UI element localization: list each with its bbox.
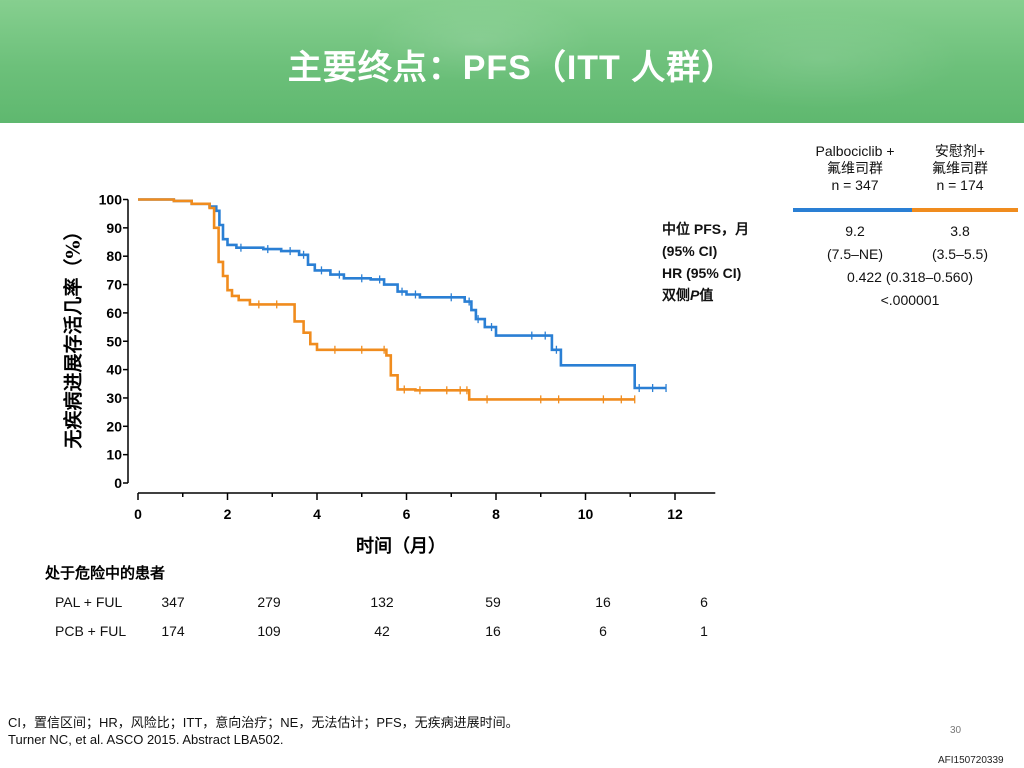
y-tick-label: 40	[106, 362, 122, 378]
risk-table-title: 处于危险中的患者	[45, 564, 166, 582]
y-tick-label: 10	[106, 447, 122, 463]
legend-arm2-line2: 氟维司群	[932, 160, 988, 176]
risk-cell: 16	[485, 623, 501, 639]
km-series-1	[138, 198, 667, 393]
footnote-abbreviations: CI，置信区间；HR，风险比；ITT，意向治疗；NE，无法估计；PFS，无疾病进…	[8, 715, 519, 730]
legend-arm2: 安慰剂+ 氟维司群 n = 174	[900, 143, 1020, 194]
y-tick-label: 100	[99, 192, 123, 208]
x-tick-label: 6	[403, 506, 411, 522]
y-tick-label: 70	[106, 277, 122, 293]
legend-arm2-line1: 安慰剂+	[934, 143, 986, 159]
document-code: AFI150720339	[938, 755, 1004, 766]
stat-label-p-prefix: 双侧	[662, 287, 690, 303]
p-value: <.000001	[880, 292, 940, 308]
chart-series	[138, 198, 667, 404]
x-tick-label: 8	[492, 506, 500, 522]
footnote-reference: Turner NC, et al. ASCO 2015. Abstract LB…	[8, 732, 284, 747]
stat-labels: 中位 PFS，月 (95% CI) HR (95% CI) 双侧P值	[662, 218, 749, 306]
header-banner: 主要终点：PFS（ITT 人群）	[0, 0, 1024, 123]
arm2-ci: (3.5–5.5)	[931, 246, 989, 262]
risk-cell: 132	[370, 594, 394, 610]
risk-row-label-pcb: PCB + FUL	[55, 623, 127, 639]
arm1-ci: (7.5–NE)	[826, 246, 884, 262]
arm2-median: 3.8	[950, 223, 970, 239]
legend-arm1-line1: Palbociclib +	[815, 143, 895, 159]
y-tick-label: 0	[114, 475, 122, 491]
x-tick-label: 10	[578, 506, 594, 522]
y-tick-label: 90	[106, 220, 122, 236]
legend-arm2-line3: n = 174	[936, 177, 984, 193]
legend-arm1: Palbociclib + 氟维司群 n = 347	[795, 143, 915, 194]
world-map-watermark	[300, 0, 1000, 123]
page-title: 主要终点：PFS（ITT 人群）	[287, 49, 737, 87]
risk-cell: 347	[161, 594, 185, 610]
stat-label-hr: HR (95% CI)	[662, 265, 742, 281]
chart-axes: 0 10 20 30 40 50 60 70 80 90 100 0 2 4 6 8 10 12	[99, 192, 1018, 522]
hazard-ratio: 0.422 (0.318–0.560)	[846, 269, 974, 285]
stat-label-p: 双侧P值	[662, 284, 749, 306]
risk-cell: 59	[485, 594, 501, 610]
risk-cell: 6	[700, 594, 708, 610]
km-curve-2	[138, 198, 635, 401]
y-tick-label: 60	[106, 305, 122, 321]
x-tick-label: 0	[134, 506, 142, 522]
stat-label-p-suffix: 值	[699, 287, 714, 303]
y-tick-label: 20	[106, 418, 122, 434]
y-tick-label: 80	[106, 248, 122, 264]
x-axis-label: 时间（月）	[356, 536, 446, 557]
km-series-2	[138, 198, 636, 404]
risk-cell: 42	[374, 623, 390, 639]
risk-cell: 279	[257, 594, 281, 610]
stat-label-ci: (95% CI)	[662, 243, 718, 259]
page-number: 30	[950, 725, 962, 736]
stat-label-median: 中位 PFS，月	[662, 221, 750, 237]
risk-cell: 16	[595, 594, 611, 610]
risk-row-label-pal: PAL + FUL	[55, 594, 123, 610]
x-tick-label: 12	[667, 506, 683, 522]
x-tick-label: 4	[313, 506, 321, 522]
km-curve-1	[138, 198, 667, 390]
stat-label-p-italic: P	[690, 287, 700, 303]
legend-arm1-line3: n = 347	[831, 177, 879, 193]
y-tick-label: 30	[106, 390, 122, 406]
y-axis-label: 无疾病进展存活几率（%）	[62, 221, 85, 449]
y-tick-label: 50	[106, 333, 122, 349]
risk-cell: 6	[599, 623, 607, 639]
arm1-median: 9.2	[845, 223, 865, 239]
x-tick-label: 2	[224, 506, 232, 522]
risk-cell: 174	[161, 623, 185, 639]
risk-cell: 1	[700, 623, 708, 639]
legend-arm1-line2: 氟维司群	[827, 160, 883, 176]
risk-cell: 109	[257, 623, 281, 639]
